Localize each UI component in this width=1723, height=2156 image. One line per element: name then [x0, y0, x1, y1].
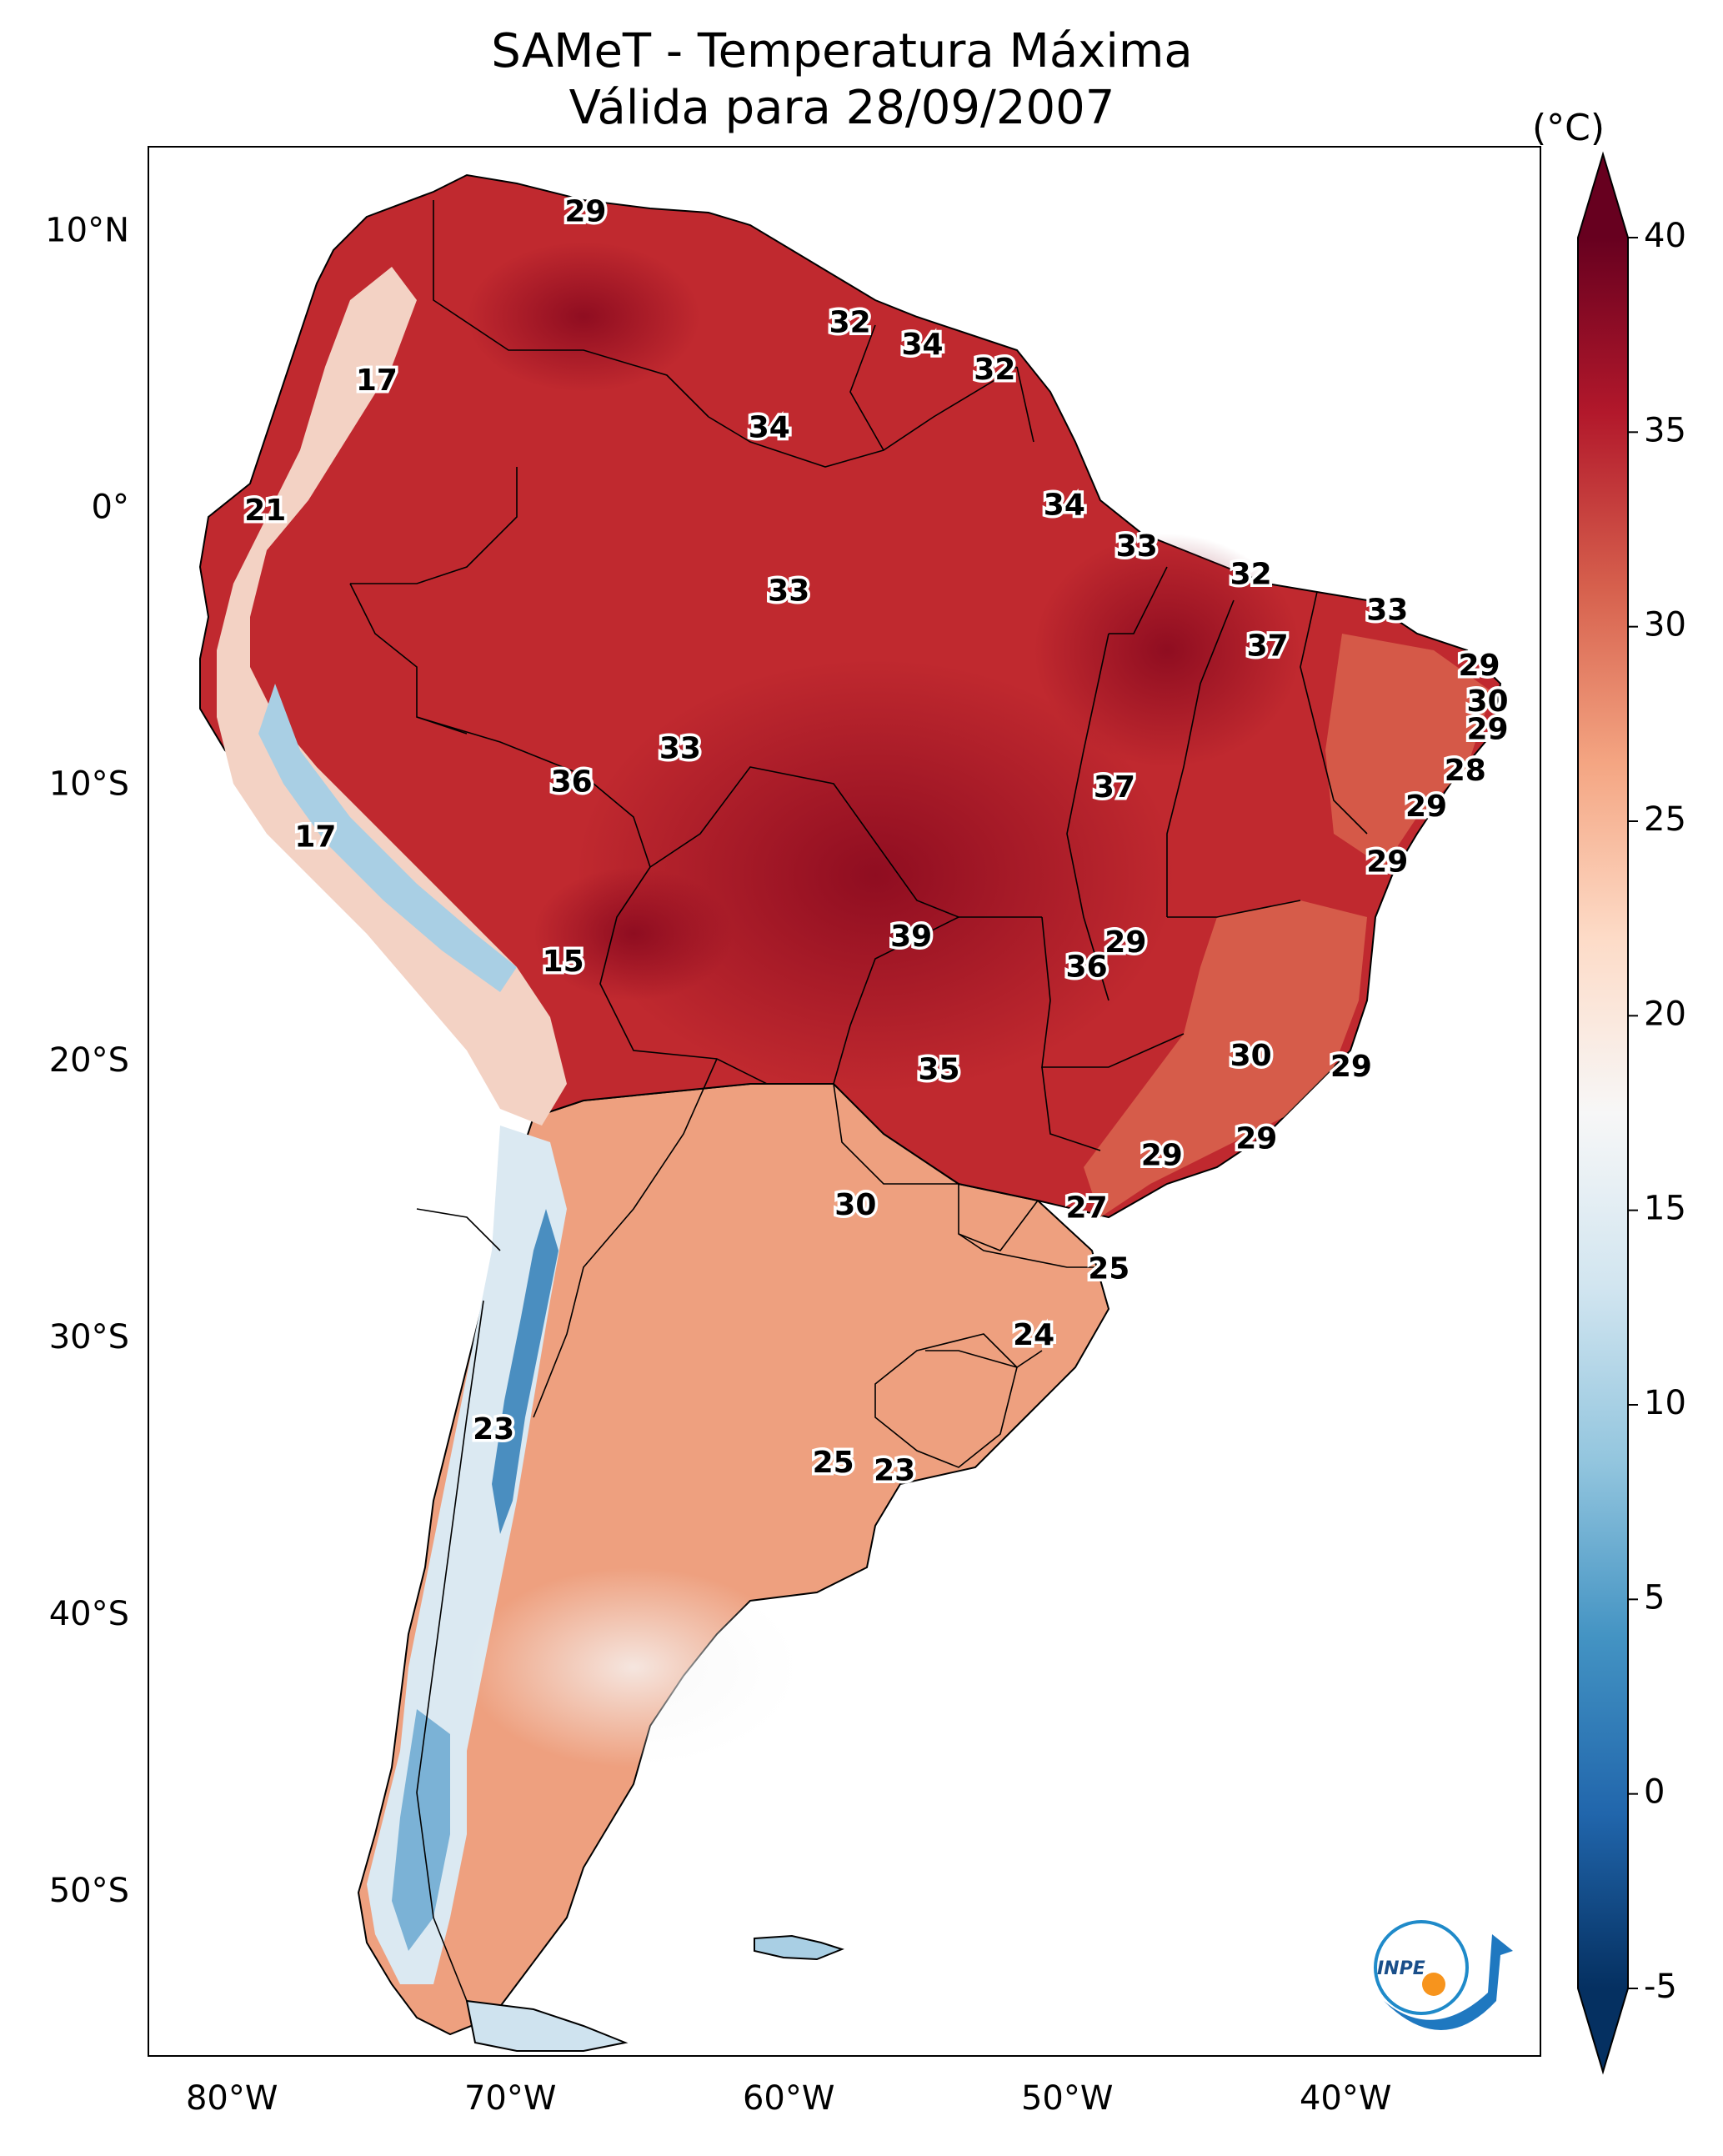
city-temp-label: 33	[1116, 529, 1158, 564]
logo-swoosh	[1384, 1934, 1513, 2030]
colorbar-tick-label: 20	[1644, 995, 1686, 1033]
city-temp-label: 27	[1066, 1191, 1108, 1225]
city-temp-label: 34	[1044, 488, 1085, 522]
andes-cold-core	[492, 1209, 558, 1534]
city-temp-label: 25	[1088, 1251, 1129, 1286]
city-temp-label: 28	[1445, 754, 1486, 788]
city-temp-label: 32	[1230, 557, 1272, 591]
lat-tick-label: 10°N	[45, 212, 129, 250]
hot-core-northeast	[1034, 534, 1300, 767]
colorbar-ticks: 40 35 30 25 20 15 10 5 0 -5	[1628, 217, 1686, 2006]
longitude-ticks: 80°W 70°W 60°W 50°W 40°W	[186, 2079, 1391, 2118]
city-temp-label: 33	[768, 574, 809, 608]
colorbar-tick-label: 15	[1644, 1190, 1686, 1228]
city-temp-label: 29	[1458, 649, 1500, 683]
city-temp-label: 36	[1066, 950, 1108, 985]
falkland-islands	[754, 1934, 844, 1961]
lat-tick-label: 20°S	[49, 1041, 129, 1080]
colorbar-tick-label: 40	[1644, 217, 1686, 255]
city-temp-label: 30	[1230, 1039, 1272, 1073]
lon-tick-label: 40°W	[1300, 2079, 1391, 2118]
lat-tick-label: 0°	[92, 488, 129, 526]
lat-tick-label: 30°S	[49, 1318, 129, 1356]
lat-tick-label: 50°S	[49, 1872, 129, 1910]
city-temp-label: 29	[1141, 1138, 1183, 1172]
colorbar-unit: (°C)	[1532, 107, 1605, 149]
city-temp-label: 29	[1235, 1121, 1277, 1156]
city-temp-label: 39	[890, 920, 932, 954]
colorbar-tick-label: 35	[1644, 411, 1686, 449]
map-title: SAMeT - Temperatura Máxima Válida para 2…	[150, 23, 1534, 137]
lat-tick-label: 40°S	[49, 1595, 129, 1633]
city-temp-label: 36	[551, 765, 593, 799]
city-temp-label: 29	[1366, 845, 1408, 880]
colorbar: 40 35 30 25 20 15 10 5 0 -5	[1577, 151, 1686, 2075]
country-borders	[349, 200, 1368, 2002]
brazil-coast-cooler	[1084, 900, 1367, 1217]
city-temp-label: 25	[813, 1446, 854, 1480]
patagonia-cold	[392, 1709, 450, 1951]
logo-text: INPE	[1377, 1958, 1425, 1979]
city-temp-label: 30	[1466, 684, 1508, 719]
city-temp-label: 29	[1104, 925, 1146, 960]
title-line-1: SAMeT - Temperatura Máxima	[491, 24, 1193, 78]
colorbar-extend-bottom	[1578, 1988, 1628, 2072]
lat-tick-label: 10°S	[49, 765, 129, 803]
colorbar-tick-label: 30	[1644, 606, 1686, 644]
title-line-2: Válida para 28/09/2007	[568, 81, 1115, 135]
lon-tick-label: 70°W	[464, 2079, 556, 2118]
hot-core-central	[575, 659, 1175, 1092]
map-frame	[148, 146, 1541, 2057]
city-temp-label: 33	[659, 732, 701, 766]
city-temp-label: 37	[1094, 770, 1135, 805]
tierra-del-fuego	[465, 1999, 629, 2052]
lon-tick-label: 80°W	[186, 2079, 278, 2118]
brazil-east-warm	[1325, 634, 1492, 867]
city-temp-label: 17	[294, 820, 336, 855]
city-temp-label: 34	[749, 411, 790, 445]
colorbar-tick-label: -5	[1644, 1968, 1677, 2006]
city-temp-label: 32	[829, 305, 871, 339]
lon-tick-label: 60°W	[743, 2079, 834, 2118]
city-temp-label: 24	[1013, 1318, 1054, 1352]
city-temp-label: 30	[834, 1188, 876, 1222]
city-temp-label: 37	[1247, 629, 1289, 664]
hot-core-bolivia	[533, 867, 734, 1000]
city-temp-label: 21	[244, 494, 286, 528]
city-temp-label: 29	[1466, 712, 1508, 746]
colorbar-tick-label: 5	[1644, 1578, 1665, 1617]
hot-core-venezuela	[467, 242, 700, 392]
city-temp-label: 15	[543, 945, 584, 979]
city-temp-label: 35	[919, 1052, 960, 1086]
colorbar-tick-label: 10	[1644, 1384, 1686, 1422]
colorbar-extend-top	[1578, 154, 1628, 238]
city-temp-label: 17	[356, 364, 398, 398]
pampa-mild	[467, 1567, 800, 1767]
city-temp-label: 29	[1405, 790, 1447, 824]
city-temp-label: 29	[1330, 1050, 1372, 1084]
colorbar-tick-label: 0	[1644, 1773, 1665, 1812]
logo-sun	[1422, 1973, 1445, 1996]
city-temp-label: 33	[1366, 594, 1408, 628]
colorbar-tick-label: 25	[1644, 800, 1686, 839]
andes-north-cool	[217, 267, 567, 1126]
lon-tick-label: 50°W	[1021, 2079, 1113, 2118]
logo-ring	[1374, 1920, 1469, 2015]
andes-peru-cold	[258, 684, 517, 992]
latitude-ticks: 10°N 0° 10°S 20°S 30°S 40°S 50°S	[45, 212, 129, 1910]
colorbar-body	[1578, 238, 1628, 1988]
continent-layer	[198, 173, 1502, 2052]
city-temp-label: 23	[874, 1454, 915, 1488]
city-temp-label: 32	[974, 353, 1015, 387]
city-temp-label: 23	[473, 1412, 514, 1447]
inpe-logo: INPE	[1374, 1920, 1513, 2030]
city-temp-label: 34	[901, 328, 943, 362]
city-temp-label: 29	[564, 195, 606, 229]
